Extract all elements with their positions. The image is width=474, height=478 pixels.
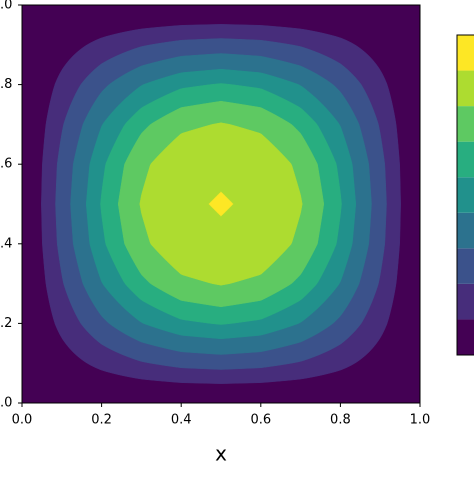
colorbar-segment (457, 212, 474, 249)
colorbar-segment (457, 319, 474, 355)
y-tick-label: .6 (0, 157, 12, 172)
x-tick-label: 0.6 (250, 413, 271, 428)
y-tick-label: .0 (0, 396, 12, 411)
colorbar-segment (457, 283, 474, 320)
x-tick-label: 0.4 (171, 413, 192, 428)
colorbar-segment (457, 106, 474, 142)
y-tick-label: .8 (0, 77, 12, 92)
x-tick-label: 0.8 (330, 413, 351, 428)
colorbar-segment (457, 177, 474, 213)
plot-frame (21, 4, 421, 404)
colorbar-segment (457, 141, 474, 178)
colorbar-segment (457, 35, 474, 71)
colorbar-frame (456, 34, 474, 356)
x-tick-label: 0.0 (12, 413, 33, 428)
y-tick-label: .2 (0, 316, 12, 331)
colorbar-segment (457, 248, 474, 284)
y-tick-label: .0 (0, 0, 12, 13)
x-tick-label: 0.2 (91, 413, 112, 428)
colorbar-segment (457, 70, 474, 107)
x-axis-label: x (215, 442, 227, 466)
y-tick-label: .4 (0, 236, 12, 251)
x-tick-label: 1.0 (410, 413, 431, 428)
contour-band (208, 191, 234, 217)
